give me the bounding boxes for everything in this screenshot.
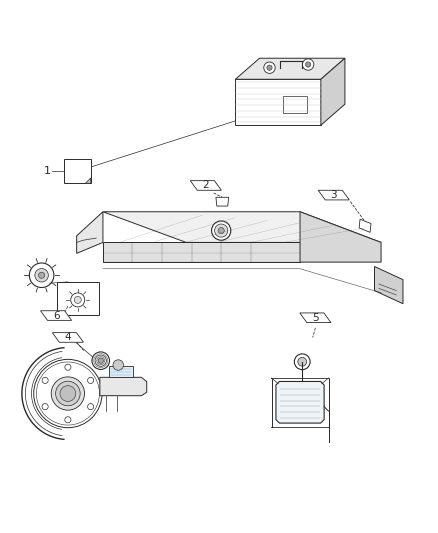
Circle shape <box>71 293 85 307</box>
Circle shape <box>305 62 311 67</box>
Bar <box>64 159 91 183</box>
Polygon shape <box>300 313 331 322</box>
Polygon shape <box>276 382 324 423</box>
Bar <box>109 366 133 377</box>
Polygon shape <box>190 181 221 190</box>
Circle shape <box>264 62 275 74</box>
Circle shape <box>42 403 48 410</box>
Text: 4: 4 <box>64 333 71 343</box>
Circle shape <box>294 354 310 370</box>
Circle shape <box>56 381 80 406</box>
Bar <box>283 96 307 113</box>
Polygon shape <box>103 243 300 262</box>
Text: 2: 2 <box>202 181 209 190</box>
Circle shape <box>42 377 48 383</box>
Circle shape <box>298 358 307 366</box>
Circle shape <box>29 263 54 287</box>
Text: 3: 3 <box>330 190 337 200</box>
Polygon shape <box>52 333 83 342</box>
Polygon shape <box>216 197 229 206</box>
Polygon shape <box>318 190 350 200</box>
Polygon shape <box>359 219 371 232</box>
Circle shape <box>88 377 94 383</box>
Circle shape <box>95 355 106 366</box>
Circle shape <box>35 269 48 282</box>
Polygon shape <box>300 212 381 262</box>
Polygon shape <box>374 266 403 304</box>
Text: 1: 1 <box>44 166 51 176</box>
Circle shape <box>215 224 228 237</box>
Circle shape <box>98 358 103 364</box>
Polygon shape <box>100 377 147 395</box>
Circle shape <box>88 403 94 410</box>
Text: 5: 5 <box>312 313 319 323</box>
Polygon shape <box>103 212 381 243</box>
Polygon shape <box>321 58 345 125</box>
Circle shape <box>34 359 102 427</box>
Circle shape <box>65 364 71 370</box>
Polygon shape <box>77 212 103 253</box>
Circle shape <box>302 59 314 70</box>
Circle shape <box>212 221 231 240</box>
Circle shape <box>218 228 224 233</box>
Circle shape <box>65 417 71 423</box>
Bar <box>57 282 99 314</box>
Circle shape <box>51 377 85 410</box>
Text: 6: 6 <box>53 311 60 320</box>
Polygon shape <box>85 178 91 183</box>
Circle shape <box>92 352 110 369</box>
Polygon shape <box>236 58 345 79</box>
Circle shape <box>60 386 76 401</box>
Polygon shape <box>40 311 71 320</box>
Polygon shape <box>236 79 321 125</box>
Circle shape <box>113 360 124 370</box>
Circle shape <box>74 296 81 303</box>
Circle shape <box>267 65 272 70</box>
Circle shape <box>39 272 45 278</box>
